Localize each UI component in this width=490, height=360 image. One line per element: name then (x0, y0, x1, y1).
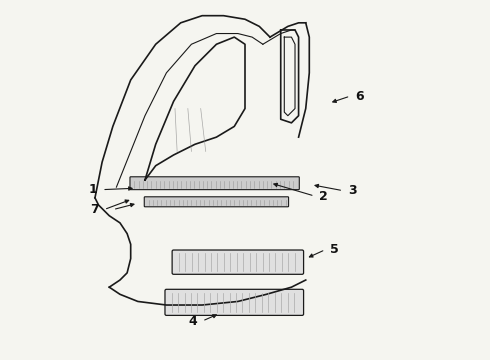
FancyBboxPatch shape (172, 250, 304, 274)
Text: 4: 4 (189, 315, 197, 328)
FancyBboxPatch shape (130, 177, 299, 190)
FancyBboxPatch shape (165, 289, 304, 315)
FancyBboxPatch shape (144, 197, 289, 207)
Text: 3: 3 (348, 184, 357, 197)
Text: 2: 2 (319, 190, 328, 203)
Text: 6: 6 (355, 90, 364, 103)
Text: 1: 1 (89, 183, 98, 196)
Text: 5: 5 (330, 243, 339, 256)
Text: 7: 7 (91, 203, 99, 216)
